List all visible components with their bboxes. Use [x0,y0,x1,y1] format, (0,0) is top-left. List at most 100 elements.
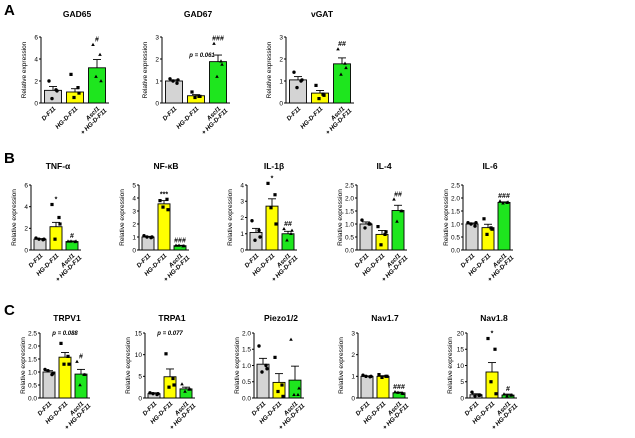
data-point [469,222,473,226]
data-point [383,232,387,236]
data-point [171,79,175,83]
bar-ascl1-hg-d-f11 [281,233,295,251]
data-point [171,376,175,381]
x-tick-label: HG-D-F11 [175,105,201,131]
bar-ascl1-hg-d-f11 [88,67,106,104]
significance-label: *** [160,191,168,198]
data-point [379,243,383,247]
y-tick-label: 2 [132,221,136,228]
data-point [473,394,477,398]
data-point [482,217,486,221]
y-tick-label: 0 [240,247,244,254]
y-tick-label: 1 [155,78,159,85]
data-point [59,341,63,345]
bar-ascl1-hg-d-f11 [333,63,351,104]
data-point [250,219,254,223]
y-axis-label: Relative expression [142,41,149,98]
y-tick-label: 3 [351,330,355,337]
data-point [384,230,388,234]
y-tick-label: 2.0 [345,195,354,202]
y-tick-label: 1 [240,231,244,238]
data-point [76,86,80,90]
data-point [190,90,194,94]
significance-label: * [491,331,494,338]
bar-d-f11 [42,371,56,399]
y-tick-label: 1.0 [242,363,251,370]
y-tick-label: 6 [24,182,28,189]
data-point [180,382,184,386]
chart-vgat: vGAT 0 1 2 3 Relative expression D-F11HG-D-F11… [266,9,354,136]
y-tick-label: 2 [155,56,159,63]
data-point [57,215,61,220]
data-point [280,383,284,387]
data-point [344,65,348,70]
y-tick-label: 0 [138,395,142,402]
chart-title: Nav1.8 [480,313,508,323]
y-axis-label: Relative expression [20,337,27,394]
data-point [470,390,474,394]
y-tick-label: 0 [34,100,38,107]
data-point [174,243,178,247]
data-point [360,218,364,222]
y-axis-label: Relative expression [21,41,28,98]
data-point [50,202,54,207]
y-tick-label: 1.0 [451,221,460,228]
data-point [183,389,187,393]
data-point [498,199,502,203]
chart-gad67: GAD67 0 1 2 3 Relative expression D-F11HG-D-F1… [142,9,230,136]
data-point [290,228,294,232]
data-point [164,352,168,356]
data-point [292,392,296,397]
bar-d-f11 [141,236,155,251]
data-point [94,74,98,78]
data-point [264,363,268,368]
data-point [473,224,477,228]
y-tick-label: 0 [460,395,464,402]
significance-label: # [506,386,510,393]
chart-title: Nav1.7 [371,313,399,323]
data-point [58,222,62,226]
data-point [172,383,176,387]
data-point [285,238,289,242]
data-point [175,81,179,85]
p-value-label: p = 0.061 [188,53,215,59]
y-tick-label: 0 [351,395,355,402]
data-point [505,394,509,398]
chart-title: IL-6 [482,161,497,171]
data-point [361,373,365,377]
data-point [50,96,54,101]
y-tick-label: 0.0 [345,247,354,254]
significance-label: ## [394,191,402,198]
data-point [55,89,59,93]
data-point [300,78,304,82]
y-tick-label: 3 [132,208,136,215]
data-point [257,228,261,233]
y-tick-label: 0 [155,100,159,107]
data-point [67,362,71,366]
data-point [66,239,70,243]
y-axis-label: Relative expression [447,337,454,394]
p-value-label: p = 0.077 [156,331,183,337]
data-point [400,209,404,213]
data-point [393,390,397,394]
significance-label: ### [212,36,224,43]
data-point [168,77,172,81]
data-point [161,205,165,209]
data-point [193,95,197,100]
data-point [142,234,146,238]
data-point [485,232,489,236]
y-tick-label: 4 [132,195,136,202]
data-point [363,226,367,230]
y-tick-label: 0.0 [242,395,251,402]
data-point [34,236,38,240]
data-point [385,374,389,378]
bar-ascl1-hg-d-f11 [391,210,405,251]
y-tick-label: 2 [24,226,28,233]
data-point [317,97,321,101]
bar-hg-d-f11 [265,205,279,251]
y-tick-label: 15 [457,347,465,354]
